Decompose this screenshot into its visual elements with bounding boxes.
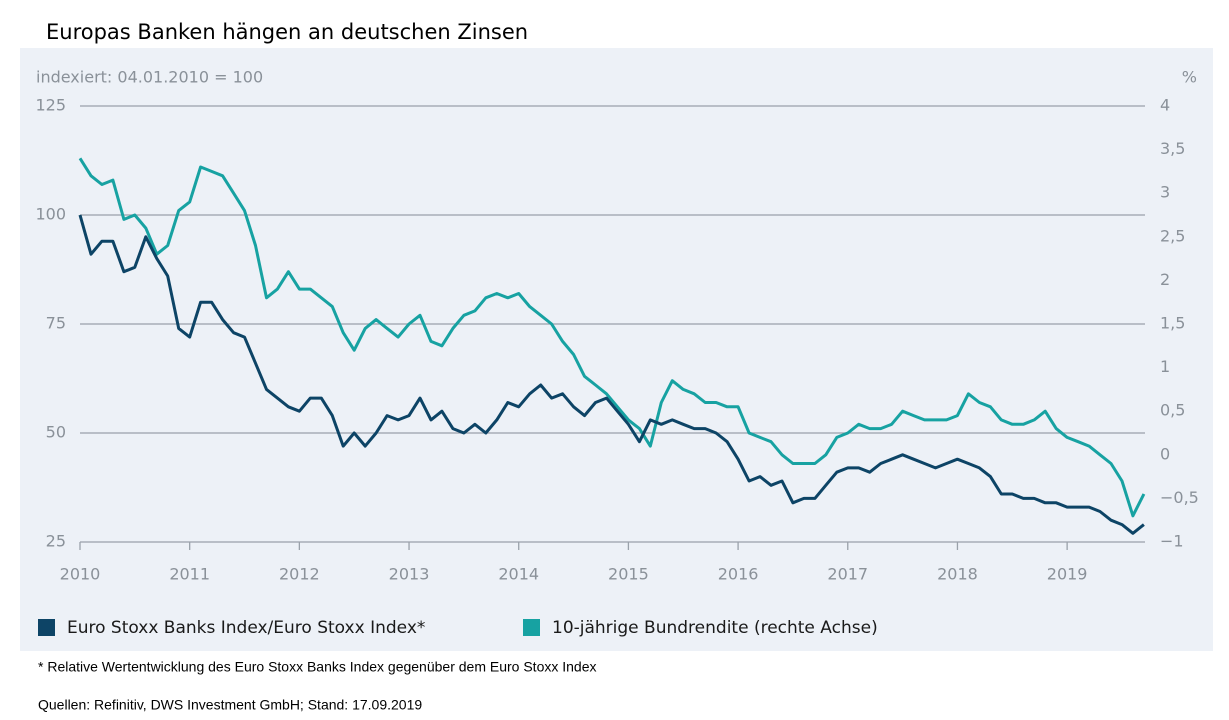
y2-tick-label: 3 <box>1160 183 1170 202</box>
y-tick-label: 75 <box>46 314 66 333</box>
y-tick-label: 25 <box>46 532 66 551</box>
x-tick-label: 2014 <box>498 565 539 584</box>
y2-tick-label: 4 <box>1160 96 1170 115</box>
x-tick-label: 2017 <box>827 565 868 584</box>
y-axis-label: indexiert: 04.01.2010 = 100 <box>36 68 263 87</box>
x-tick-label: 2015 <box>608 565 649 584</box>
y-tick-label: 125 <box>35 96 66 115</box>
series-line <box>78 214 1145 535</box>
y2-tick-label: 1,5 <box>1160 314 1185 333</box>
footnote: * Relative Wertentwicklung des Euro Stox… <box>38 659 597 675</box>
x-tick-label: 2010 <box>60 565 101 584</box>
legend-swatch <box>523 619 540 636</box>
y-tick-label: 50 <box>46 423 66 442</box>
x-tick-label: 2018 <box>937 565 978 584</box>
legend-label: 10-jährige Bundrendite (rechte Achse) <box>552 618 878 638</box>
y2-tick-label: 1 <box>1160 357 1170 376</box>
x-tick-label: 2011 <box>169 565 210 584</box>
x-tick-label: 2019 <box>1047 565 1088 584</box>
x-tick-label: 2013 <box>389 565 430 584</box>
x-tick-label: 2016 <box>718 565 759 584</box>
y2-tick-label: 2 <box>1160 270 1170 289</box>
x-tick-label: 2012 <box>279 565 320 584</box>
legend-label: Euro Stoxx Banks Index/Euro Stoxx Index* <box>67 618 425 638</box>
source: Quellen: Refinitiv, DWS Investment GmbH;… <box>38 697 422 713</box>
y2-axis-label: % <box>1182 68 1197 87</box>
y2-tick-label: −1 <box>1160 532 1184 551</box>
y2-tick-label: 3,5 <box>1160 139 1185 158</box>
series-line <box>78 157 1146 518</box>
y-tick-label: 100 <box>35 205 66 224</box>
legend-swatch <box>38 619 55 636</box>
y2-tick-label: 2,5 <box>1160 226 1185 245</box>
plot-panel <box>20 48 1213 651</box>
y2-tick-label: 0,5 <box>1160 401 1185 420</box>
y2-tick-label: −0,5 <box>1160 488 1199 507</box>
chart-title: Europas Banken hängen an deutschen Zinse… <box>46 20 528 44</box>
y2-tick-label: 0 <box>1160 444 1170 463</box>
